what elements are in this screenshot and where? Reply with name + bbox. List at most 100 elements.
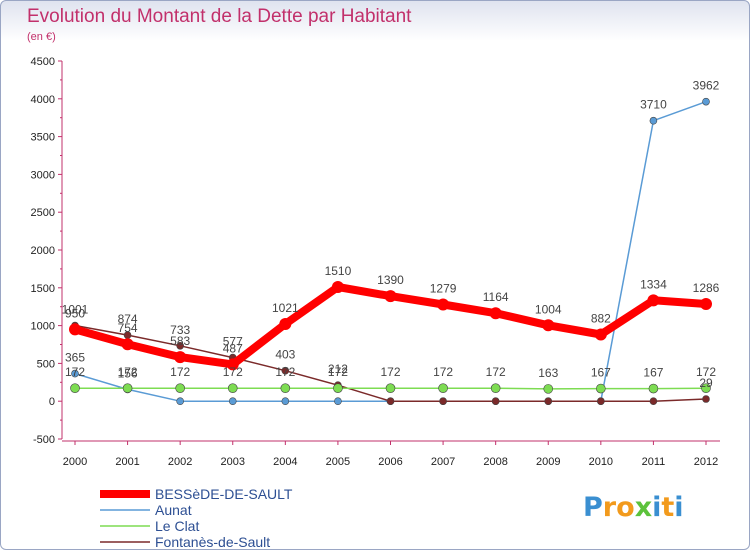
data-point: [649, 116, 658, 125]
data-label: 172: [486, 365, 506, 379]
data-point: [648, 383, 659, 394]
data-label: 1510: [325, 264, 352, 278]
x-tick-label: 2012: [694, 456, 718, 468]
data-label: 1279: [430, 282, 457, 296]
data-label: 1390: [377, 273, 404, 287]
data-label: 1001: [62, 303, 89, 317]
x-tick-label: 2008: [483, 456, 507, 468]
data-label: 212: [328, 362, 348, 376]
proxiti-logo: Proxiti: [583, 492, 684, 523]
x-tick-label: 2004: [273, 456, 297, 468]
series-bessede-de-sault: [69, 281, 712, 371]
data-point: [176, 397, 184, 406]
y-tick-label: 3500: [31, 132, 55, 144]
data-point: [175, 383, 185, 393]
data-point: [647, 294, 660, 307]
data-point: [385, 383, 396, 393]
data-point: [702, 97, 710, 106]
x-tick-label: 2010: [589, 456, 613, 468]
data-label: 172: [380, 365, 400, 379]
data-label: 874: [118, 312, 138, 326]
data-point: [491, 397, 500, 406]
x-tick-label: 2006: [378, 456, 402, 468]
data-point: [437, 298, 450, 311]
data-label: 1004: [535, 302, 562, 316]
series-aunat: [71, 97, 710, 406]
data-point: [280, 383, 291, 393]
data-point: [281, 366, 290, 375]
data-label: 172: [696, 365, 716, 379]
data-label: 172: [223, 365, 243, 379]
data-label: 950: [65, 306, 85, 320]
chart-subtitle: (en €): [27, 31, 56, 43]
data-point: [544, 397, 553, 406]
data-label: 156: [118, 366, 138, 380]
data-label: 167: [591, 366, 611, 380]
data-label: 1286: [693, 281, 720, 295]
data-point: [226, 358, 239, 371]
x-tick-label: 2000: [63, 456, 87, 468]
y-tick-label: -500: [33, 434, 55, 446]
data-point: [331, 281, 344, 294]
data-label: 487: [223, 341, 243, 355]
data-point: [701, 383, 711, 393]
data-label: 754: [118, 321, 138, 335]
data-label: 163: [538, 366, 558, 380]
data-point: [542, 319, 555, 332]
data-point: [227, 383, 238, 393]
data-label: 403: [275, 348, 295, 362]
data-label: 1021: [272, 301, 299, 315]
data-point: [176, 341, 184, 350]
data-label: 29: [699, 376, 713, 390]
data-label: 733: [170, 323, 190, 337]
data-point: [69, 323, 81, 336]
legend-label: Le Clat: [155, 518, 199, 534]
data-point: [71, 369, 79, 378]
y-tick-label: 4000: [31, 94, 55, 106]
data-label: 172: [433, 365, 453, 379]
y-tick-label: 3000: [31, 169, 55, 181]
data-point: [596, 383, 606, 394]
data-label: 583: [170, 334, 190, 348]
data-point: [702, 395, 710, 403]
x-tick-label: 2003: [221, 456, 245, 468]
x-tick-label: 2009: [536, 456, 560, 468]
chart-axes: -500 0 500 1000 1500 2000 2500 3000 3500 4000 4500…: [31, 56, 720, 468]
data-label: 172: [118, 365, 138, 379]
data-point: [279, 318, 292, 331]
data-point: [281, 397, 290, 406]
data-point: [489, 307, 502, 320]
data-label: 172: [275, 365, 295, 379]
x-tick-label: 2011: [642, 456, 666, 468]
data-point: [334, 397, 342, 406]
data-point: [70, 383, 80, 393]
series-le-clat: [70, 383, 711, 394]
data-point: [543, 384, 554, 394]
data-point: [333, 383, 343, 393]
y-tick-label: 1000: [31, 321, 55, 333]
data-label: 3962: [693, 79, 720, 93]
y-tick-label: 2500: [31, 207, 55, 219]
data-label: 172: [328, 365, 348, 379]
y-tick-label: 4500: [31, 56, 55, 68]
data-label: 3710: [640, 98, 667, 112]
legend-label: Aunat: [155, 502, 192, 518]
x-tick-label: 2002: [168, 456, 192, 468]
data-label: 365: [65, 351, 85, 365]
x-tick-label: 2007: [431, 456, 455, 468]
chart-title: Evolution du Montant de la Dette par Hab…: [27, 6, 412, 27]
y-tick-label: 1500: [31, 283, 55, 295]
data-point: [122, 383, 133, 393]
x-tick-label: 2001: [115, 456, 139, 468]
data-point: [438, 383, 448, 393]
data-label: 172: [170, 365, 190, 379]
x-tick-label: 2005: [326, 456, 350, 468]
data-point: [174, 351, 187, 364]
data-point: [597, 397, 605, 406]
data-label: 172: [65, 365, 85, 379]
data-point: [439, 397, 447, 406]
data-point: [490, 383, 501, 393]
data-point: [386, 397, 395, 406]
